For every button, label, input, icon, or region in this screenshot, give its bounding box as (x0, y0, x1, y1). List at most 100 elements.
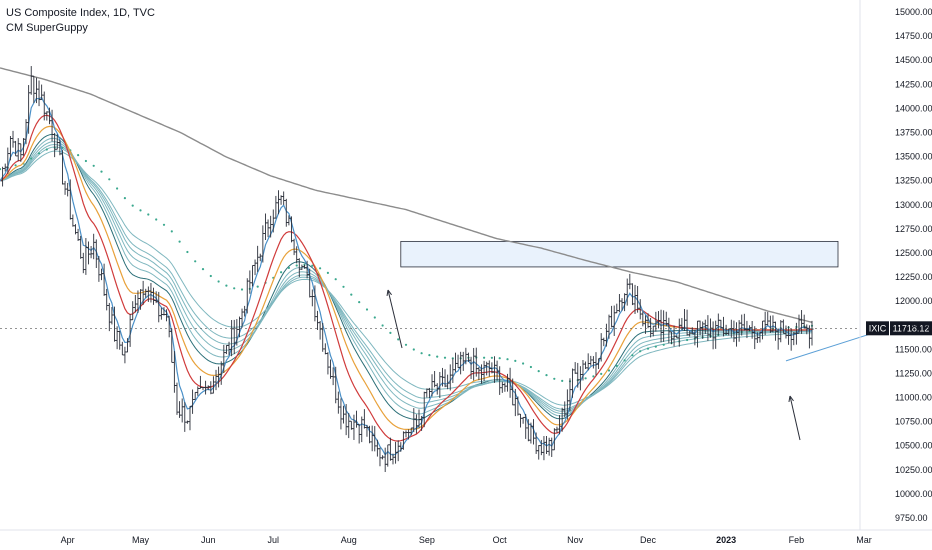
ohlc-bar (516, 396, 520, 416)
dotted-ema-point (0, 168, 2, 171)
ohlc-bar (222, 344, 226, 373)
y-tick-label: 10000.00 (895, 489, 932, 499)
dotted-ema-point (662, 343, 665, 346)
dotted-ema-point (37, 152, 41, 155)
dotted-ema-point (30, 157, 33, 160)
dotted-ema-point (420, 352, 423, 355)
dotted-ema-point (342, 285, 345, 288)
ohlc-bar (716, 313, 720, 336)
ohlc-bar (190, 389, 195, 414)
price-tag: IXIC 11718.12 (866, 321, 932, 336)
arrow-head (386, 289, 392, 297)
dotted-ema-point (522, 362, 525, 365)
ohlc-bar (628, 273, 632, 290)
y-tick-label: 10500.00 (895, 441, 932, 451)
ohlc-bar (263, 213, 268, 240)
ohlc-bar (433, 371, 437, 388)
ohlc-bar (214, 369, 218, 391)
dotted-ema-point (373, 316, 376, 319)
guppy-slow-ema-30 (0, 133, 813, 421)
ohlc-bar (63, 180, 67, 195)
dotted-ema-point (451, 357, 454, 360)
guppy-slow-ema-60 (0, 150, 813, 406)
guppy-ribbon-group (0, 133, 813, 421)
dotted-ema-point (225, 284, 228, 287)
y-tick-label: 11750.00 (895, 320, 932, 330)
ohlc-bar (370, 425, 374, 452)
dotted-ema-point (116, 187, 119, 190)
ohlc-bar (503, 382, 507, 392)
x-tick-label: Jun (201, 535, 216, 545)
dotted-ema-point (84, 159, 87, 163)
ohlc-bar (120, 341, 124, 356)
dotted-ema-point (428, 354, 431, 357)
dotted-ema-point (280, 271, 283, 274)
ohlc-bar (269, 215, 273, 238)
resistance-zone-group (400, 240, 839, 268)
ohlc-bar (443, 369, 447, 388)
ohlc-bar (245, 278, 249, 314)
arrow-up-left (386, 289, 403, 349)
guppy-slow-ema-40 (0, 141, 813, 415)
dotted-ema-point (506, 358, 509, 361)
dotted-ema-point (108, 178, 111, 181)
x-tick-label: Dec (640, 535, 657, 545)
ohlc-bar (477, 367, 481, 381)
dotted-ema-point (537, 370, 540, 373)
y-tick-label: 14250.00 (895, 79, 932, 89)
dotted-ema-point (201, 268, 205, 271)
ohlc-bar (8, 136, 13, 161)
dotted-ema-point (92, 164, 95, 167)
dotted-ema-point (162, 223, 166, 226)
price-tag-value-bg (890, 321, 932, 336)
dotted-ema-point (483, 356, 486, 359)
guppy-slow-ema-45 (0, 143, 813, 412)
ohlc-bar (513, 388, 517, 417)
ohlc-bar (32, 75, 36, 104)
ohlc-bar (89, 246, 93, 259)
legend-indicator[interactable]: CM SuperGuppy (6, 22, 88, 34)
ohlc-bar (318, 320, 322, 340)
ohlc-bar (810, 320, 814, 346)
x-tick-label: Aug (341, 535, 357, 545)
dotted-ema-point (240, 288, 244, 291)
dotted-ema-point (131, 204, 134, 207)
ohlc-bar (60, 150, 65, 185)
ohlc-bar (323, 343, 327, 355)
x-tick-label: Jul (268, 535, 280, 545)
y-tick-label: 14750.00 (895, 31, 932, 41)
ohlc-bar (404, 430, 408, 438)
ohlc-bar (271, 209, 275, 233)
ohlc-bar (188, 405, 192, 431)
guppy-slow-ema-35 (0, 137, 813, 417)
dotted-ema-point (561, 379, 564, 382)
dotted-ema-point (389, 331, 392, 334)
dotted-ema-point (365, 308, 369, 311)
dotted-ema-point (123, 197, 126, 200)
y-tick-label: 12000.00 (895, 296, 932, 306)
dotted-ema-point (256, 285, 259, 288)
y-tick-label: 13000.00 (895, 200, 932, 210)
ohlc-bar (500, 381, 504, 393)
dotted-ema-point (514, 359, 517, 362)
dotted-ema-point (436, 355, 439, 358)
ohlc-bar (107, 302, 111, 332)
ohlc-bar (492, 356, 497, 383)
ohlc-bar (92, 233, 96, 260)
dotted-ema-point (607, 369, 611, 372)
ohlc-bar (357, 423, 361, 444)
dotted-ema-point (287, 266, 290, 269)
ohlc-bar (610, 305, 614, 328)
dotted-ema-point (147, 213, 150, 216)
ohlc-bar (76, 228, 80, 241)
ohlc-bar (425, 388, 429, 398)
dotted-ema-point (326, 271, 329, 274)
ohlc-bar (339, 398, 343, 430)
dotted-ema-point (178, 240, 181, 243)
legend-title[interactable]: US Composite Index, 1D, TVC (6, 7, 155, 19)
dotted-ema-point (155, 218, 158, 221)
y-tick-label: 12750.00 (895, 224, 932, 234)
resistance-zone (400, 240, 839, 268)
ohlc-bar (256, 245, 260, 272)
